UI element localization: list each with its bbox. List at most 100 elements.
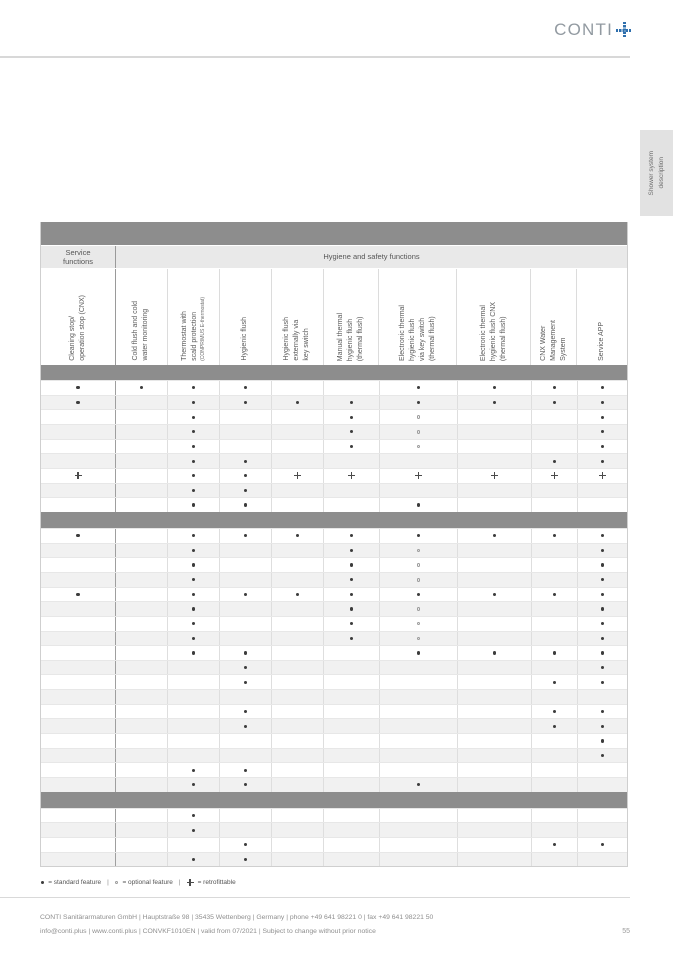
table-cell — [380, 468, 458, 483]
table-cell — [578, 381, 627, 395]
table-cell — [578, 498, 627, 512]
optional-feature-icon — [416, 430, 421, 434]
table-cell — [41, 838, 116, 852]
table-cell — [532, 543, 578, 558]
table-cell — [116, 439, 168, 454]
table-row — [41, 615, 627, 631]
standard-feature-icon — [416, 592, 421, 596]
table-cell — [116, 558, 168, 572]
standard-feature-icon — [243, 534, 248, 538]
standard-feature-icon — [600, 592, 605, 596]
standard-feature-icon — [243, 400, 248, 405]
table-cell — [578, 690, 627, 704]
standard-feature-icon — [191, 430, 196, 434]
table-cell — [116, 778, 168, 792]
table-cell — [168, 528, 220, 543]
table-cell — [380, 675, 458, 690]
table-cell — [458, 616, 532, 631]
standard-feature-icon — [600, 724, 605, 728]
standard-feature-icon — [349, 430, 354, 434]
table-cell — [380, 808, 458, 823]
retrofittable-icon — [348, 472, 355, 480]
table-cell — [116, 808, 168, 823]
table-cell — [532, 602, 578, 616]
table-cell — [380, 748, 458, 763]
table-cell — [458, 587, 532, 602]
table-cell — [578, 396, 627, 410]
table-row — [41, 747, 627, 763]
legend-separator: | — [178, 879, 181, 886]
table-cell — [578, 588, 627, 602]
table-cell — [380, 823, 458, 838]
table-cell — [578, 410, 627, 424]
table-cell — [324, 823, 380, 838]
table-cell — [220, 381, 272, 395]
table-row — [41, 659, 627, 675]
table-cell — [220, 602, 272, 616]
table-cell — [41, 528, 116, 543]
table-cell — [324, 528, 380, 543]
table-cell — [116, 410, 168, 424]
standard-feature-icon — [600, 459, 605, 463]
table-cell — [532, 763, 578, 778]
table-cell — [41, 808, 116, 823]
header-divider — [0, 56, 630, 58]
table-cell — [532, 439, 578, 454]
table-cell — [168, 852, 220, 867]
standard-feature-icon — [243, 592, 248, 596]
table-cell — [324, 748, 380, 763]
standard-feature-icon — [243, 386, 248, 390]
table-cell — [324, 631, 380, 646]
table-cell — [272, 381, 324, 395]
table-cell — [324, 454, 380, 468]
table-cell — [532, 823, 578, 838]
table-cell — [116, 483, 168, 498]
table-row — [41, 557, 627, 572]
table-cell — [220, 616, 272, 631]
side-tab-shower-system: Shower system description — [640, 130, 673, 216]
standard-feature-icon — [349, 578, 354, 582]
table-cell — [220, 748, 272, 763]
table-cell — [532, 528, 578, 543]
standard-feature-icon — [243, 768, 248, 772]
table-cell — [458, 690, 532, 704]
standard-feature-icon — [191, 768, 196, 772]
table-cell — [532, 424, 578, 439]
standard-feature-icon — [191, 607, 196, 611]
table-cell — [458, 734, 532, 748]
table-cell — [380, 424, 458, 439]
table-cell — [458, 381, 532, 395]
table-cell — [168, 719, 220, 734]
standard-feature-icon — [492, 651, 497, 655]
standard-feature-icon — [416, 651, 421, 655]
table-row — [41, 851, 627, 867]
table-cell — [220, 631, 272, 646]
standard-feature-icon — [243, 783, 248, 787]
table-cell — [272, 748, 324, 763]
table-cell — [168, 808, 220, 823]
legend-optional-label: = optional feature — [122, 879, 173, 886]
standard-feature-icon — [492, 534, 497, 538]
table-cell — [272, 424, 324, 439]
table-cell — [220, 660, 272, 675]
standard-feature-icon — [191, 828, 196, 832]
table-cell — [220, 778, 272, 792]
brand-plus-icon — [616, 22, 632, 38]
table-cell — [380, 778, 458, 792]
table-cell — [272, 558, 324, 572]
standard-feature-icon — [191, 459, 196, 463]
table-body — [41, 365, 627, 867]
table-cell — [380, 543, 458, 558]
table-cell — [458, 572, 532, 587]
footer-contact-line: info@conti.plus | www.conti.plus | CONVK… — [40, 928, 376, 935]
table-cell — [532, 483, 578, 498]
table-cell — [578, 719, 627, 733]
table-cell — [116, 763, 168, 778]
table-cell — [272, 454, 324, 468]
table-cell — [272, 838, 324, 852]
table-cell — [532, 410, 578, 424]
standard-feature-icon — [243, 459, 248, 463]
table-cell — [116, 852, 168, 867]
table-cell — [458, 424, 532, 439]
